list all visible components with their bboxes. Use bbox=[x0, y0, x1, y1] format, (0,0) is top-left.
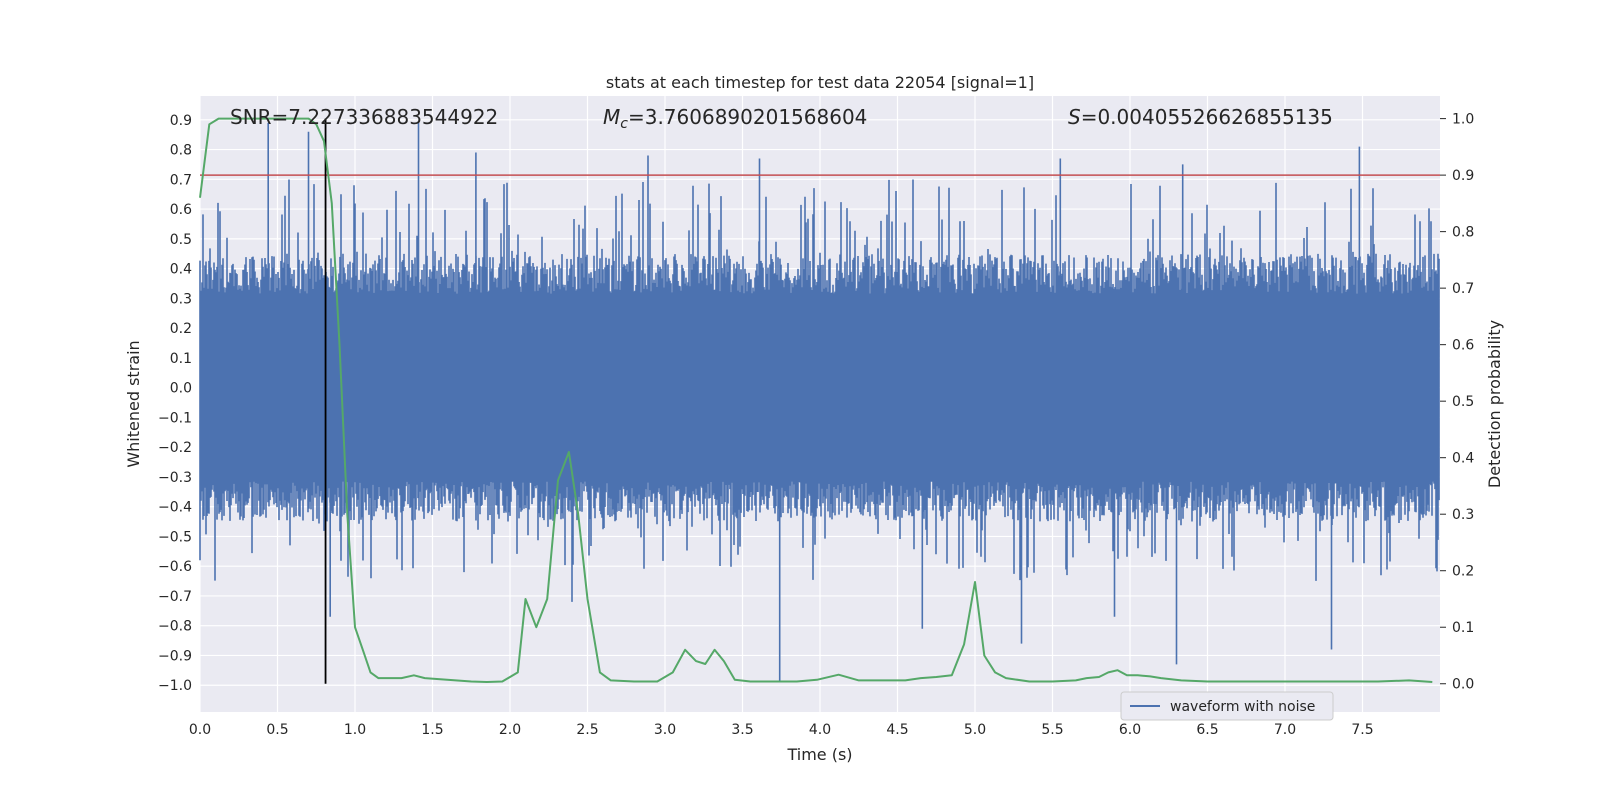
left-y-tick-label: −0.8 bbox=[158, 619, 192, 635]
chirp-mass-subscript: c bbox=[620, 116, 628, 132]
left-y-tick-label: −0.7 bbox=[158, 589, 192, 605]
s-value: =0.00405526626855135 bbox=[1081, 105, 1333, 129]
x-tick-label: 6.0 bbox=[1119, 722, 1141, 738]
s-symbol: S bbox=[1068, 105, 1081, 129]
waveform-trace bbox=[199, 122, 1440, 683]
right-y-tick-label: 0.9 bbox=[1452, 168, 1474, 184]
left-y-tick-label: −1.0 bbox=[158, 678, 192, 694]
x-tick-label: 0.5 bbox=[266, 722, 288, 738]
snr-annotation: SNR=7.227336883544922 bbox=[230, 105, 498, 129]
x-tick-label: 2.0 bbox=[499, 722, 521, 738]
right-y-tick-label: 0.4 bbox=[1452, 451, 1474, 467]
right-y-tick-label: 0.8 bbox=[1452, 225, 1474, 241]
x-tick-label: 5.5 bbox=[1041, 722, 1063, 738]
left-y-tick-label: 0.3 bbox=[170, 291, 192, 307]
x-tick-label: 5.0 bbox=[964, 722, 986, 738]
right-y-axis-label: Detection probability bbox=[1485, 320, 1504, 488]
left-y-tick-label: −0.1 bbox=[158, 410, 192, 426]
x-tick-label: 4.5 bbox=[886, 722, 908, 738]
left-y-tick-label: −0.6 bbox=[158, 559, 192, 575]
left-y-tick-label: −0.2 bbox=[158, 440, 192, 456]
right-y-tick-label: 0.3 bbox=[1452, 507, 1474, 523]
left-y-tick-label: −0.3 bbox=[158, 470, 192, 486]
right-y-tick-label: 0.1 bbox=[1452, 620, 1474, 636]
left-y-tick-labels: 0.9 0.8 0.7 0.6 0.5 0.4 0.3 0.2 0.1 0.0 −0.1 −0.2 −0… bbox=[158, 113, 192, 694]
x-tick-label: 7.0 bbox=[1274, 722, 1296, 738]
legend-box bbox=[1120, 691, 1334, 721]
left-y-tick-label: 0.1 bbox=[170, 351, 192, 367]
left-y-tick-label: 0.7 bbox=[170, 172, 192, 188]
x-tick-label: 0.0 bbox=[189, 722, 211, 738]
x-tick-label: 6.5 bbox=[1196, 722, 1218, 738]
right-y-tick-labels: 1.0 0.9 0.8 0.7 0.6 0.5 0.4 0.3 0.2 0.1 0.0 bbox=[1440, 112, 1474, 693]
left-y-tick-label: 0.5 bbox=[170, 232, 192, 248]
left-y-tick-label: 0.9 bbox=[170, 113, 192, 129]
probability-layer bbox=[199, 117, 1440, 684]
x-tick-label: 2.5 bbox=[576, 722, 598, 738]
left-y-axis-label: Whitened strain bbox=[124, 340, 143, 467]
legend: waveform with noise bbox=[1120, 691, 1334, 721]
x-tick-label: 3.0 bbox=[654, 722, 676, 738]
left-y-tick-label: −0.9 bbox=[158, 648, 192, 664]
right-y-tick-label: 0.7 bbox=[1452, 281, 1474, 297]
right-y-tick-label: 1.0 bbox=[1452, 112, 1474, 128]
left-y-tick-label: −0.5 bbox=[158, 529, 192, 545]
x-tick-label: 7.5 bbox=[1351, 722, 1373, 738]
x-axis-label: Time (s) bbox=[786, 745, 852, 764]
chart-title: stats at each timestep for test data 220… bbox=[606, 73, 1034, 92]
right-y-tick-label: 0.5 bbox=[1452, 394, 1474, 410]
x-tick-label: 4.0 bbox=[809, 722, 831, 738]
left-y-tick-label: 0.8 bbox=[170, 143, 192, 159]
right-y-tick-label: 0.6 bbox=[1452, 338, 1474, 354]
left-y-tick-label: 0.4 bbox=[170, 262, 192, 278]
right-y-tick-label: 0.0 bbox=[1452, 677, 1474, 693]
x-tick-label: 1.0 bbox=[344, 722, 366, 738]
left-y-tick-label: −0.4 bbox=[158, 500, 192, 516]
right-y-tick-label: 0.2 bbox=[1452, 564, 1474, 580]
x-tick-labels: 0.0 0.5 1.0 1.5 2.0 2.5 3.0 3.5 4.0 4.5 5.0 5.5 6.0 6… bbox=[189, 722, 1374, 738]
chirp-mass-symbol: M bbox=[603, 105, 620, 129]
legend-label: waveform with noise bbox=[1170, 699, 1315, 715]
s-annotation: S=0.00405526626855135 bbox=[1068, 105, 1333, 129]
left-y-tick-label: 0.2 bbox=[170, 321, 192, 337]
left-y-tick-label: 0.6 bbox=[170, 202, 192, 218]
x-tick-label: 3.5 bbox=[731, 722, 753, 738]
probability-line bbox=[199, 117, 1433, 683]
x-tick-label: 1.5 bbox=[421, 722, 443, 738]
left-y-tick-label: 0.0 bbox=[170, 381, 192, 397]
chirp-mass-annotation: Mc=3.7606890201568604 bbox=[603, 105, 867, 132]
waveform-series bbox=[199, 122, 1440, 683]
chirp-mass-value: =3.7606890201568604 bbox=[628, 105, 867, 129]
